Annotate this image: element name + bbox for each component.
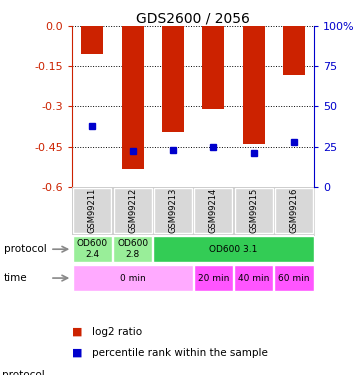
Bar xyxy=(81,26,104,54)
Text: ■: ■ xyxy=(72,327,83,337)
Text: GSM99214: GSM99214 xyxy=(209,188,218,233)
Bar xyxy=(194,188,232,233)
Bar xyxy=(235,188,273,233)
Bar xyxy=(193,265,233,291)
Text: OD600
2.4: OD600 2.4 xyxy=(77,240,108,259)
Text: OD600 3.1: OD600 3.1 xyxy=(209,245,258,254)
Text: GSM99213: GSM99213 xyxy=(169,188,178,233)
Text: OD600
2.8: OD600 2.8 xyxy=(117,240,148,259)
Text: 20 min: 20 min xyxy=(197,274,229,283)
Text: GSM99212: GSM99212 xyxy=(128,188,137,233)
Text: protocol: protocol xyxy=(2,370,44,375)
Bar xyxy=(154,188,192,233)
Bar xyxy=(113,236,152,262)
Text: 60 min: 60 min xyxy=(278,274,310,283)
Bar xyxy=(202,26,225,109)
Text: time: time xyxy=(4,273,27,283)
Bar xyxy=(162,26,184,132)
Bar xyxy=(243,26,265,144)
Text: GSM99215: GSM99215 xyxy=(249,188,258,233)
Text: ■: ■ xyxy=(72,348,83,357)
Bar xyxy=(114,188,152,233)
Title: GDS2600 / 2056: GDS2600 / 2056 xyxy=(136,11,250,25)
Bar xyxy=(283,26,305,75)
Text: protocol: protocol xyxy=(4,244,46,254)
Text: percentile rank within the sample: percentile rank within the sample xyxy=(92,348,268,357)
Text: 40 min: 40 min xyxy=(238,274,269,283)
Bar xyxy=(73,236,112,262)
Text: GSM99211: GSM99211 xyxy=(88,188,97,233)
Bar xyxy=(122,26,144,169)
Text: log2 ratio: log2 ratio xyxy=(92,327,142,337)
Bar xyxy=(274,265,314,291)
Bar xyxy=(73,188,111,233)
Text: GSM99216: GSM99216 xyxy=(290,188,299,233)
Bar xyxy=(275,188,313,233)
Bar xyxy=(234,265,273,291)
Bar xyxy=(153,236,314,262)
Bar xyxy=(73,265,193,291)
Text: 0 min: 0 min xyxy=(120,274,145,283)
